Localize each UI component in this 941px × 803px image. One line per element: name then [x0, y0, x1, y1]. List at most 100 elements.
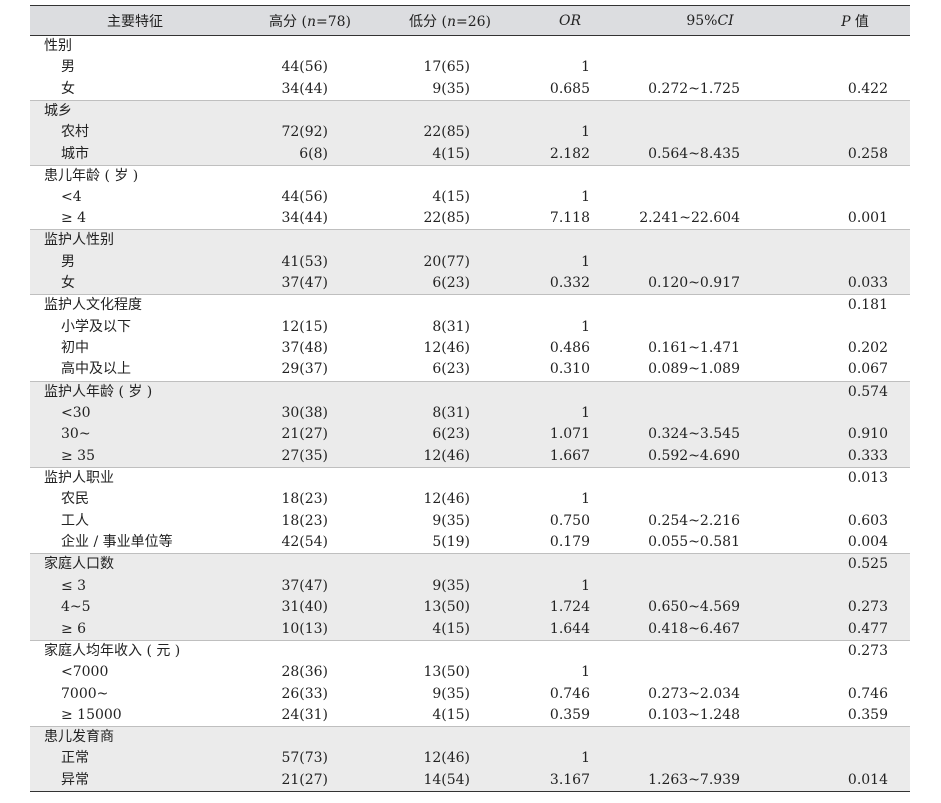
header-feature-text: 主要特征: [107, 13, 163, 30]
table-row: <30 30(38) 8(31) 1: [30, 402, 910, 425]
cell-high-score: 21(27): [281, 426, 328, 443]
empty-cell: [380, 380, 520, 403]
empty-cell: [520, 99, 620, 122]
row-label: ≥ 4: [61, 210, 87, 227]
row-label: <7000: [61, 664, 109, 681]
empty-cell: [620, 164, 800, 187]
group-header-row: 家庭人口数 0.525: [30, 553, 910, 576]
cell-high-score: 29(37): [281, 361, 328, 378]
cell-high-score: 37(47): [281, 275, 328, 292]
group-label: 患儿发育商: [30, 726, 240, 749]
group-header-row: 监护人年龄 ( 岁 ) 0.574: [30, 380, 910, 403]
empty-cell: [520, 294, 620, 317]
cell-odds-ratio: 0.685: [549, 80, 590, 97]
cell-low-score: 20(77): [423, 253, 470, 270]
cell-p-value: 0.359: [847, 706, 888, 723]
cell-confidence-interval: [620, 489, 800, 511]
row-label: 男: [61, 253, 75, 270]
cell-low-score: 4(15): [432, 145, 470, 162]
empty-cell: [520, 380, 620, 403]
cell-confidence-interval: 0.161~1.471: [648, 340, 740, 357]
cell-low-score: 9(35): [432, 577, 470, 594]
empty-cell: [620, 466, 800, 489]
cell-p-value: 0.067: [847, 361, 888, 378]
cell-high-score: 30(38): [281, 404, 328, 421]
cell-high-score: 44(56): [281, 188, 328, 205]
cell-p-value: [800, 489, 910, 511]
empty-cell: [240, 553, 380, 576]
cell-low-score: 12(46): [423, 340, 470, 357]
row-label: 城市: [61, 145, 89, 162]
empty-cell: [620, 294, 800, 317]
cell-p-value: [800, 251, 910, 273]
group-p-value: 0.013: [800, 466, 910, 489]
empty-cell: [620, 36, 800, 58]
table-group: 性别男 44(56) 17(65) 1 女 34(44) 9(35) 0.685 0.272~1…: [30, 36, 910, 101]
cell-odds-ratio: 1: [581, 318, 590, 335]
group-label: 城乡: [30, 99, 240, 122]
table-header: 主要特征 高分 (n=78) 低分 (n=26) OR 95%CI P 值: [30, 5, 910, 36]
empty-cell: [380, 99, 520, 122]
table-row: 男 44(56) 17(65) 1: [30, 57, 910, 79]
table-group: 城乡 农村 72(92) 22(85) 1 城市 6(8) 4(15) 2.182 0.564~8…: [30, 99, 910, 166]
empty-cell: [240, 380, 380, 403]
cell-confidence-interval: 0.089~1.089: [648, 361, 740, 378]
group-header-row: 监护人性别: [30, 229, 910, 252]
header-high-prefix: 高分 (: [269, 13, 307, 30]
cell-confidence-interval: [620, 316, 800, 338]
table-row: ≤ 3 37(47) 9(35) 1: [30, 575, 910, 597]
empty-cell: [240, 229, 380, 252]
cell-confidence-interval: 2.241~22.604: [639, 210, 740, 227]
cell-low-score: 12(46): [423, 491, 470, 508]
cell-p-value: 0.033: [847, 275, 888, 292]
empty-cell: [520, 229, 620, 252]
cell-confidence-interval: 0.103~1.248: [648, 706, 740, 723]
cell-odds-ratio: 2.182: [549, 145, 590, 162]
empty-cell: [380, 229, 520, 252]
header-high-score: 高分 (n=78): [240, 5, 380, 36]
header-p-value: P 值: [800, 5, 910, 36]
group-p-value: 0.525: [800, 553, 910, 576]
group-p-value: [800, 726, 910, 749]
group-p-value: [800, 164, 910, 187]
table-group: 家庭人均年收入 ( 元 ) 0.273 <7000 28(36) 13(50) 1 7000…: [30, 639, 910, 726]
row-label: 高中及以上: [61, 361, 131, 378]
empty-cell: [240, 99, 380, 122]
table-row: 4~5 31(40) 13(50) 1.724 0.650~4.569 0.273: [30, 596, 910, 619]
cell-odds-ratio: 1: [581, 750, 590, 767]
row-label: 7000~: [61, 685, 109, 702]
row-label: 初中: [61, 340, 89, 357]
cell-p-value: 0.001: [847, 210, 888, 227]
cell-odds-ratio: 1.724: [549, 599, 590, 616]
cell-high-score: 18(23): [281, 491, 328, 508]
cell-odds-ratio: 7.118: [549, 210, 590, 227]
header-low-prefix: 低分 (: [409, 13, 447, 30]
cell-p-value: 0.333: [847, 447, 888, 464]
group-header-row: 家庭人均年收入 ( 元 ) 0.273: [30, 639, 910, 662]
cell-odds-ratio: 1: [581, 491, 590, 508]
cell-p-value: [800, 403, 910, 425]
empty-cell: [380, 639, 520, 662]
row-label: <30: [61, 404, 91, 421]
group-p-value: 0.273: [800, 639, 910, 662]
table-row: 女 34(44) 9(35) 0.685 0.272~1.725 0.422: [30, 79, 910, 101]
cell-p-value: 0.014: [800, 769, 910, 792]
cell-p-value: 0.202: [847, 340, 888, 357]
group-header-row: 性别: [30, 36, 910, 58]
row-label: 小学及以下: [61, 318, 131, 335]
group-p-value: 0.181: [800, 294, 910, 317]
cell-odds-ratio: 1: [581, 124, 590, 141]
cell-confidence-interval: 0.120~0.917: [648, 275, 740, 292]
cell-odds-ratio: 0.486: [549, 340, 590, 357]
cell-confidence-interval: 0.272~1.725: [648, 80, 740, 97]
table-row: 女 37(47) 6(23) 0.332 0.120~0.917 0.033: [30, 273, 910, 295]
row-label: 30~: [61, 426, 91, 443]
cell-low-score: 8(31): [432, 404, 470, 421]
cell-low-score: 4(15): [432, 620, 470, 637]
table-row: 异常 21(27) 14(54) 3.167 1.263~7.939 0.014: [30, 769, 910, 792]
header-or: OR: [520, 5, 620, 36]
table-row: 工人 18(23) 9(35) 0.750 0.254~2.216 0.603: [30, 511, 910, 533]
cell-low-score: 9(35): [432, 685, 470, 702]
cell-low-score: 4(15): [432, 188, 470, 205]
